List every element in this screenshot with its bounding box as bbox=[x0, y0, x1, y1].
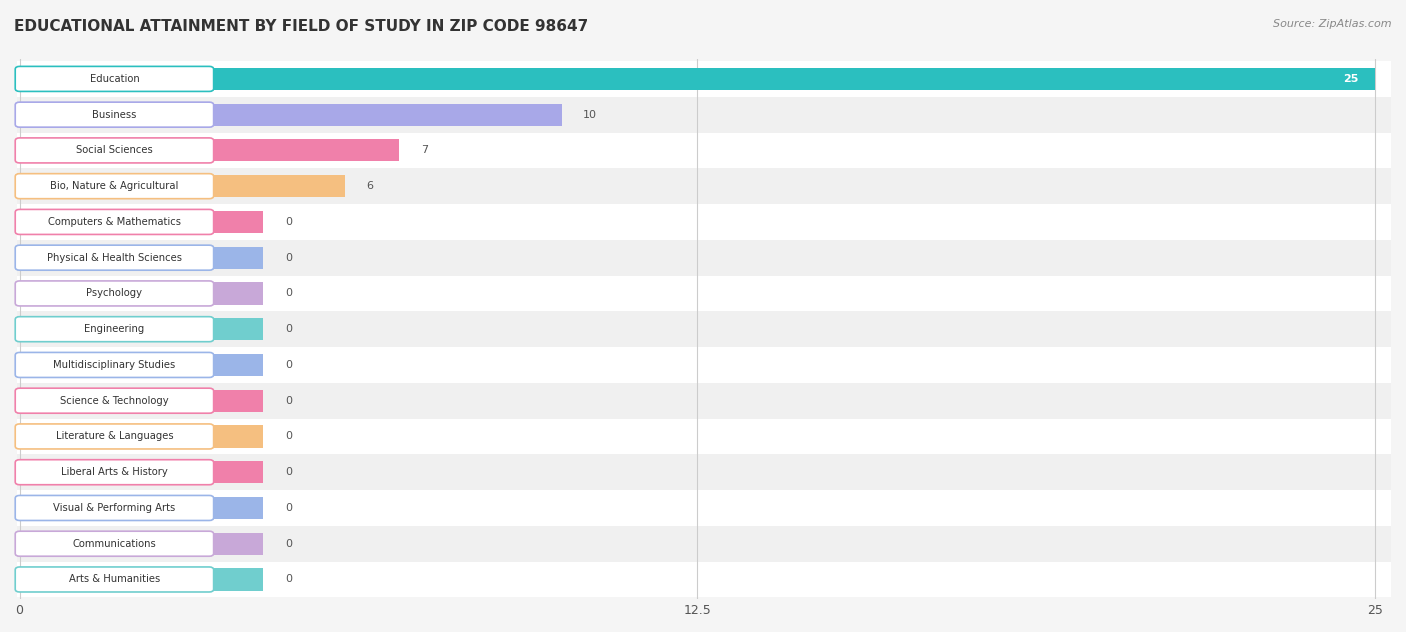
Bar bbox=[17, 204, 1391, 240]
Text: Science & Technology: Science & Technology bbox=[60, 396, 169, 406]
Bar bbox=[20, 104, 561, 126]
Text: EDUCATIONAL ATTAINMENT BY FIELD OF STUDY IN ZIP CODE 98647: EDUCATIONAL ATTAINMENT BY FIELD OF STUDY… bbox=[14, 19, 588, 34]
Bar bbox=[17, 61, 1391, 97]
FancyBboxPatch shape bbox=[15, 209, 214, 234]
Text: 0: 0 bbox=[285, 574, 292, 585]
Bar bbox=[17, 168, 1391, 204]
Text: 0: 0 bbox=[285, 538, 292, 549]
Text: 0: 0 bbox=[285, 467, 292, 477]
FancyBboxPatch shape bbox=[15, 495, 214, 521]
Bar bbox=[17, 312, 1391, 347]
Text: Multidisciplinary Studies: Multidisciplinary Studies bbox=[53, 360, 176, 370]
Text: Communications: Communications bbox=[73, 538, 156, 549]
Text: Literature & Languages: Literature & Languages bbox=[56, 432, 173, 442]
Bar bbox=[17, 418, 1391, 454]
Bar bbox=[20, 211, 263, 233]
Bar bbox=[20, 318, 263, 340]
Text: 25: 25 bbox=[1343, 74, 1358, 84]
FancyBboxPatch shape bbox=[15, 317, 214, 342]
Bar bbox=[17, 240, 1391, 276]
Text: 0: 0 bbox=[285, 288, 292, 298]
Text: Bio, Nature & Agricultural: Bio, Nature & Agricultural bbox=[51, 181, 179, 191]
Text: 0: 0 bbox=[285, 360, 292, 370]
Bar bbox=[17, 490, 1391, 526]
FancyBboxPatch shape bbox=[15, 532, 214, 556]
Text: Source: ZipAtlas.com: Source: ZipAtlas.com bbox=[1274, 19, 1392, 29]
Text: Business: Business bbox=[93, 110, 136, 119]
Bar bbox=[17, 276, 1391, 312]
Bar bbox=[17, 383, 1391, 418]
Text: 0: 0 bbox=[285, 396, 292, 406]
Text: 0: 0 bbox=[285, 253, 292, 263]
FancyBboxPatch shape bbox=[15, 66, 214, 92]
Text: 0: 0 bbox=[285, 432, 292, 442]
Text: 10: 10 bbox=[583, 110, 598, 119]
FancyBboxPatch shape bbox=[15, 459, 214, 485]
Bar bbox=[17, 347, 1391, 383]
Text: 0: 0 bbox=[285, 217, 292, 227]
Bar bbox=[20, 425, 263, 447]
Bar bbox=[20, 139, 399, 162]
Bar bbox=[20, 175, 344, 197]
Text: 7: 7 bbox=[420, 145, 427, 155]
FancyBboxPatch shape bbox=[15, 388, 214, 413]
FancyBboxPatch shape bbox=[15, 174, 214, 198]
Text: Physical & Health Sciences: Physical & Health Sciences bbox=[46, 253, 181, 263]
FancyBboxPatch shape bbox=[15, 245, 214, 270]
Bar bbox=[17, 562, 1391, 597]
Text: Psychology: Psychology bbox=[86, 288, 142, 298]
FancyBboxPatch shape bbox=[15, 102, 214, 127]
Bar bbox=[20, 354, 263, 376]
Bar bbox=[20, 461, 263, 483]
Bar bbox=[17, 133, 1391, 168]
Text: Arts & Humanities: Arts & Humanities bbox=[69, 574, 160, 585]
Text: Social Sciences: Social Sciences bbox=[76, 145, 153, 155]
Bar bbox=[20, 246, 263, 269]
FancyBboxPatch shape bbox=[15, 138, 214, 163]
Bar bbox=[20, 283, 263, 305]
Bar bbox=[17, 454, 1391, 490]
Text: 6: 6 bbox=[367, 181, 374, 191]
Text: Computers & Mathematics: Computers & Mathematics bbox=[48, 217, 181, 227]
FancyBboxPatch shape bbox=[15, 281, 214, 306]
FancyBboxPatch shape bbox=[15, 424, 214, 449]
Text: Engineering: Engineering bbox=[84, 324, 145, 334]
Text: Education: Education bbox=[90, 74, 139, 84]
Bar bbox=[20, 68, 1375, 90]
Text: Liberal Arts & History: Liberal Arts & History bbox=[60, 467, 167, 477]
Bar bbox=[17, 97, 1391, 133]
Bar bbox=[20, 497, 263, 519]
FancyBboxPatch shape bbox=[15, 353, 214, 377]
FancyBboxPatch shape bbox=[15, 567, 214, 592]
Bar bbox=[20, 533, 263, 555]
Text: 0: 0 bbox=[285, 324, 292, 334]
Bar bbox=[20, 568, 263, 590]
Text: Visual & Performing Arts: Visual & Performing Arts bbox=[53, 503, 176, 513]
Bar bbox=[20, 389, 263, 412]
Bar bbox=[17, 526, 1391, 562]
Text: 0: 0 bbox=[285, 503, 292, 513]
